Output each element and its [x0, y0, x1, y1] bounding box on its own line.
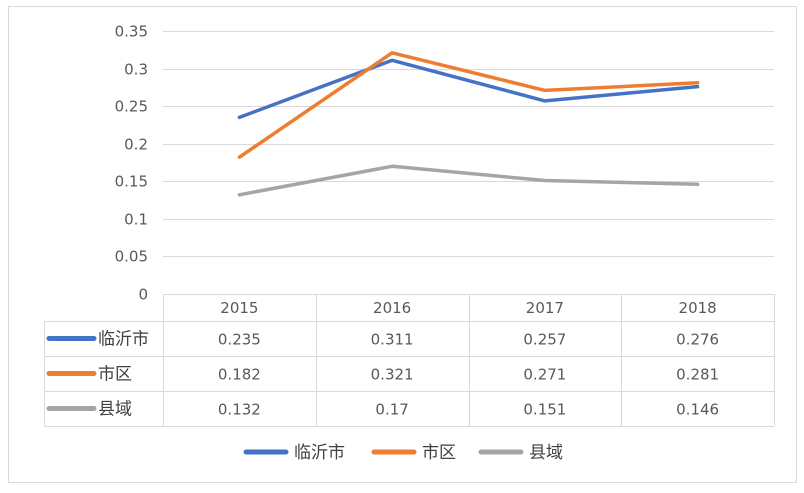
- legend: 临沂市 市区 县域: [243, 443, 563, 463]
- legend-label: 临沂市: [294, 443, 345, 463]
- x-category-label: 2018: [679, 299, 717, 317]
- x-category-label: 2016: [373, 299, 411, 317]
- data-label: 0.281: [676, 366, 719, 384]
- y-tick-label: 0.1: [124, 211, 148, 229]
- series-line-3: [237, 164, 700, 197]
- legend-label: 县域: [529, 443, 563, 463]
- data-label: 0.235: [218, 331, 261, 349]
- data-label: 0.271: [523, 366, 566, 384]
- data-table: 2015 2016 2017 2018 临沂市 0.235 0.311 0.257 0.276 市…: [44, 294, 775, 427]
- data-label: 0.17: [375, 401, 408, 419]
- data-label: 0.276: [676, 331, 719, 349]
- data-label: 0.132: [218, 401, 261, 419]
- series-line-1: [237, 58, 700, 120]
- y-axis-tick-labels: 0 0.05 0.1 0.15 0.2 0.25 0.3 0.35: [115, 23, 148, 304]
- data-label: 0.146: [676, 401, 719, 419]
- y-tick-label: 0.2: [124, 136, 148, 154]
- data-label: 0.311: [371, 331, 414, 349]
- y-tick-label: 0.25: [115, 98, 148, 116]
- y-tick-label: 0.3: [124, 61, 148, 79]
- legend-label: 市区: [422, 443, 456, 463]
- x-category-label: 2017: [526, 299, 564, 317]
- series-lines: [237, 51, 700, 197]
- y-tick-label: 0: [138, 286, 148, 304]
- data-label: 0.321: [371, 366, 414, 384]
- table-series-name: 县域: [98, 400, 132, 420]
- data-label: 0.151: [523, 401, 566, 419]
- data-label: 0.182: [218, 366, 261, 384]
- table-series-name: 临沂市: [98, 330, 149, 350]
- x-category-label: 2015: [220, 299, 258, 317]
- y-tick-label: 0.05: [115, 248, 148, 266]
- data-label: 0.257: [523, 331, 566, 349]
- table-series-name: 市区: [98, 365, 132, 385]
- y-tick-label: 0.15: [115, 173, 148, 191]
- y-tick-label: 0.35: [115, 23, 148, 41]
- series-line-2: [237, 51, 700, 159]
